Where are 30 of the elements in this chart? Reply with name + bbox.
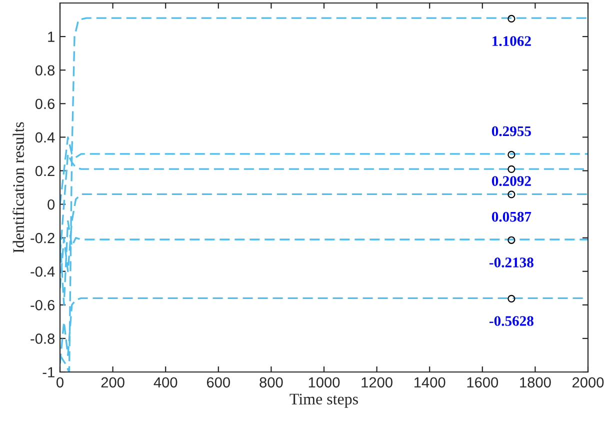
y-tick-label: -0.8 [30,334,55,344]
x-tick-label: 200 [101,377,124,388]
data-label: 0.2092 [492,176,531,186]
y-tick-label: -0.4 [30,266,55,277]
x-axis-title: Time steps [290,394,358,408]
y-axis-title: Identification results [12,122,24,253]
y-tick-label: 0.8 [35,65,55,76]
y-tick-label: 0.6 [35,98,54,110]
y-tick-label: 0 [48,199,55,210]
data-label: 1.1062 [492,36,531,46]
data-label: 0.2955 [492,126,531,136]
data-label: 0.0587 [492,212,532,222]
x-tick-label: 800 [260,377,283,388]
y-tick-label: -0.6 [30,300,54,310]
x-tick-label: 400 [154,377,178,388]
x-tick-label: 1800 [520,377,551,388]
data-label: -0.5628 [489,316,534,326]
y-tick-label: -0.2 [30,232,54,244]
x-tick-label: 1400 [414,377,446,388]
x-tick-label: 1200 [362,377,392,388]
x-tick-label: 1000 [308,377,340,388]
y-tick-label: 1 [48,32,54,42]
x-tick-label: 600 [206,377,230,388]
x-tick-label: 1600 [467,377,498,388]
y-tick-label: -1 [42,367,54,378]
y-tick-label: 0.2 [35,166,54,176]
x-tick-label: 0 [56,377,64,388]
x-tick-label: 2000 [572,377,604,388]
y-tick-label: 0.4 [35,132,55,143]
data-label: -0.2138 [489,258,534,268]
